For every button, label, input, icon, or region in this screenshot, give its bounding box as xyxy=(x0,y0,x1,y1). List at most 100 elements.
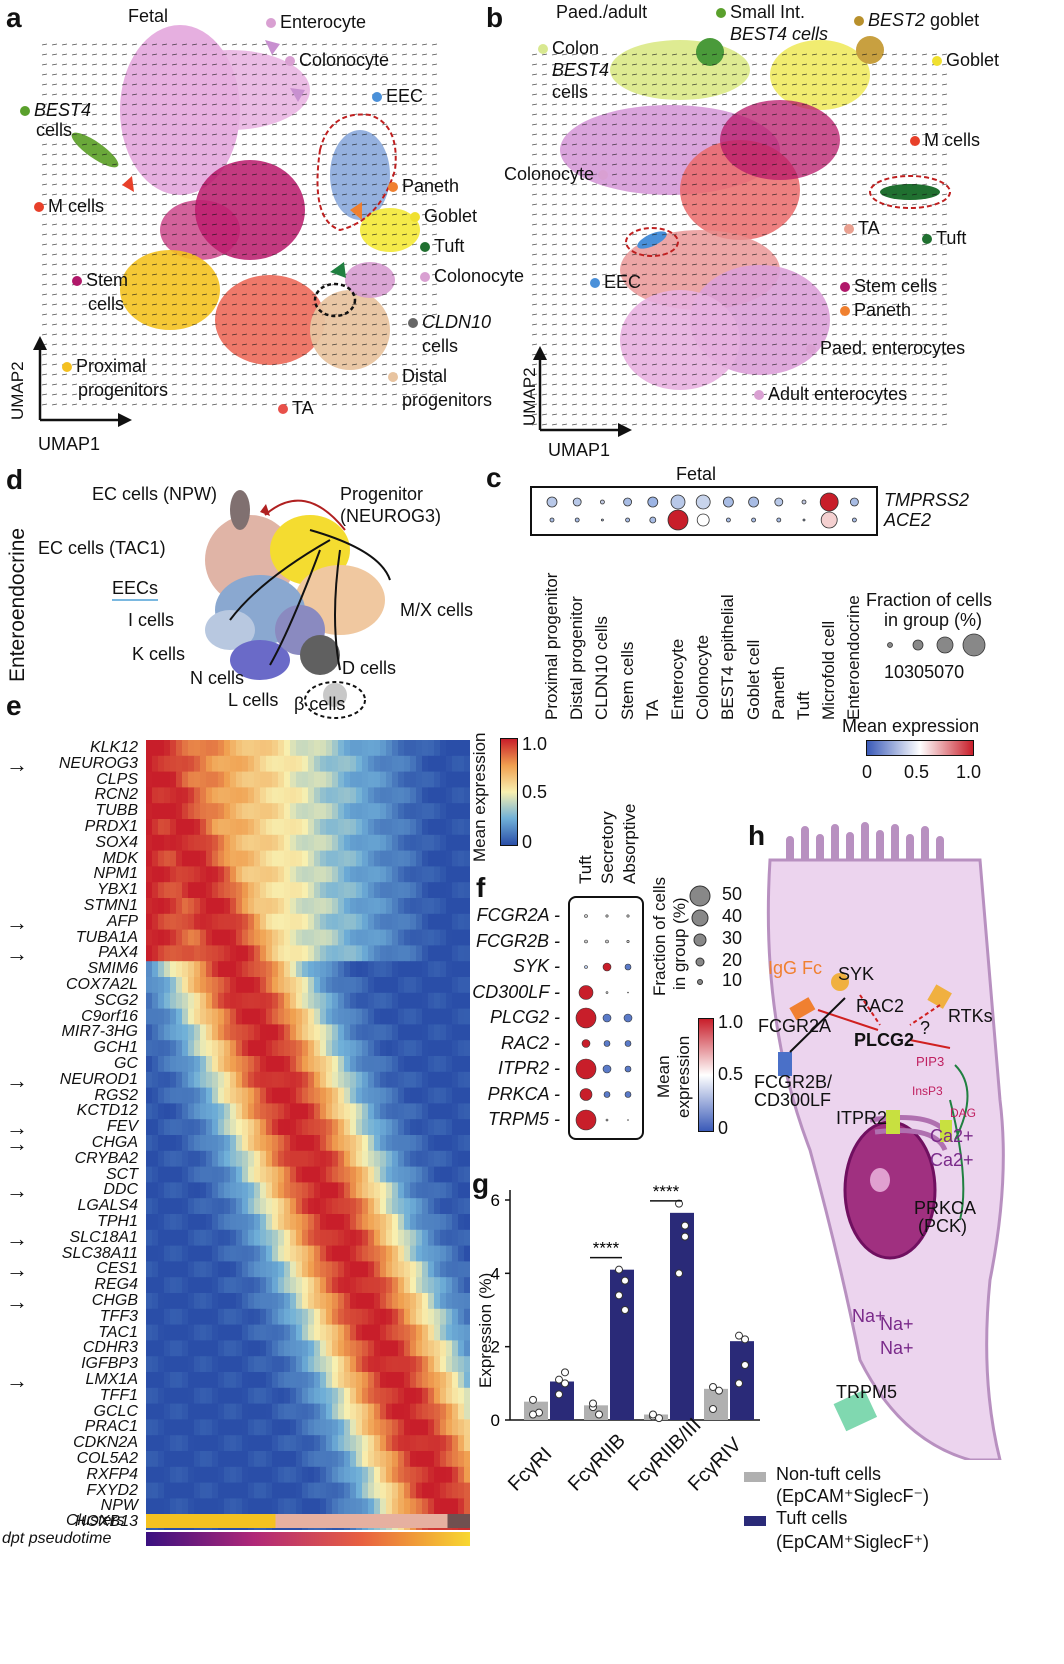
gene-ace2: ACE2 xyxy=(884,510,932,530)
heatmap-cell xyxy=(284,1214,291,1231)
heatmap-cell xyxy=(464,1040,470,1057)
heatmap-cell xyxy=(320,1056,327,1073)
heatmap-cell xyxy=(326,1245,333,1262)
heatmap-cell xyxy=(398,1214,405,1231)
heatmap-cell xyxy=(374,771,381,788)
heatmap-cell xyxy=(146,1008,153,1025)
heatmap-cell xyxy=(158,1466,165,1484)
heatmap-cell xyxy=(260,1103,267,1120)
heatmap-cell xyxy=(176,1372,183,1389)
heatmap-cell xyxy=(374,898,381,915)
heatmap-cell xyxy=(146,1056,153,1073)
heatmap-cell xyxy=(458,787,465,804)
heatmap-cell xyxy=(200,913,207,931)
umap-a-y-label: UMAP2 xyxy=(8,361,27,420)
heatmap-cell xyxy=(404,1498,411,1515)
heatmap-cell xyxy=(374,1229,381,1247)
heatmap-cell xyxy=(158,1103,165,1120)
heatmap-cell xyxy=(212,819,219,836)
heatmap-cell xyxy=(224,1356,231,1373)
heatmap-cell xyxy=(392,1466,399,1484)
heatmap-cell xyxy=(398,1403,405,1420)
heatmap-cell xyxy=(176,850,183,867)
umap-a-plot xyxy=(33,25,440,427)
heatmap-cell xyxy=(224,1293,231,1310)
heatmap-cell xyxy=(314,834,321,852)
heatmap-cell xyxy=(200,1435,207,1452)
heatmap-cell xyxy=(314,1482,321,1499)
heatmap-cell xyxy=(398,1198,405,1215)
heatmap-cell xyxy=(218,1403,225,1420)
heatmap-cell xyxy=(374,1040,381,1057)
heatmap-cell xyxy=(464,882,470,899)
heatmap-cell xyxy=(356,977,363,994)
heatmap-cell xyxy=(464,961,470,978)
heatmap-cell xyxy=(422,1372,429,1389)
heatmap-cell xyxy=(230,1340,237,1357)
heatmap-cell xyxy=(182,803,189,820)
heatmap-cell xyxy=(332,1372,339,1389)
heatmap-cell xyxy=(398,1245,405,1262)
heatmap-cell xyxy=(422,1340,429,1357)
heatmap-cell xyxy=(326,1372,333,1389)
heatmap-cell xyxy=(164,1103,171,1120)
heatmap-cbar-tick-05: 0.5 xyxy=(522,782,548,802)
heatmap-cell xyxy=(224,1261,231,1278)
heatmap-cell xyxy=(344,866,351,883)
heatmap-cell xyxy=(380,992,387,1010)
heatmap-cell xyxy=(188,1150,195,1168)
heatmap-cell xyxy=(194,1419,201,1436)
heatmap-cell xyxy=(344,850,351,867)
heatmap-cell xyxy=(338,1372,345,1389)
heatmap-cell xyxy=(446,898,453,915)
heatmap-cell xyxy=(410,945,417,962)
heatmap-cell xyxy=(188,977,195,994)
heatmap-cell xyxy=(200,1135,207,1152)
heatmap-gene-label: REG4 xyxy=(94,1276,138,1294)
heatmap-cell xyxy=(272,834,279,852)
heatmap-cell xyxy=(386,1356,393,1373)
f-fraction-tick-50: 50 xyxy=(722,884,743,904)
heatmap-cell xyxy=(338,1135,345,1152)
heatmap-cell xyxy=(350,1403,357,1420)
heatmap-cell xyxy=(200,755,207,773)
heatmap-cell xyxy=(350,1372,357,1389)
heatmap-cell xyxy=(356,787,363,804)
heatmap-cell xyxy=(452,882,459,899)
heatmap-cell xyxy=(164,1403,171,1420)
heatmap-cell xyxy=(338,1498,345,1515)
heatmap-cell xyxy=(206,819,213,836)
arrow-icon: → xyxy=(6,1115,28,1141)
heatmap-cell xyxy=(212,913,219,931)
heatmap-cell xyxy=(296,1387,303,1405)
heatmap-cell xyxy=(464,992,470,1010)
heatmap-cell xyxy=(146,961,153,978)
heatmap-cell xyxy=(332,819,339,836)
f-gene-label: CD300LF - xyxy=(472,981,560,1002)
heatmap-cell xyxy=(290,1087,297,1104)
heatmap-cell xyxy=(260,1071,267,1089)
heatmap-cell xyxy=(248,1308,255,1326)
heatmap-cell xyxy=(422,1135,429,1152)
heatmap-cell xyxy=(284,1040,291,1057)
heatmap-cell xyxy=(146,1198,153,1215)
heatmap-cell xyxy=(224,1340,231,1357)
h-label-cd300lf: CD300LF xyxy=(754,1090,832,1110)
heatmap-cell xyxy=(242,913,249,931)
heatmap-cell xyxy=(176,1182,183,1199)
heatmap-cell xyxy=(428,961,435,978)
heatmap-cell xyxy=(206,1435,213,1452)
heatmap-cell xyxy=(344,1308,351,1326)
heatmap-cell xyxy=(434,1293,441,1310)
heatmap-cell xyxy=(344,1198,351,1215)
heatmap-cell xyxy=(212,803,219,820)
heatmap-cell xyxy=(332,803,339,820)
heatmap-cell xyxy=(164,1056,171,1073)
heatmap-cell xyxy=(356,1277,363,1294)
heatmap-cell xyxy=(386,1308,393,1326)
heatmap-cell xyxy=(338,1103,345,1120)
heatmap-cell xyxy=(188,1182,195,1199)
heatmap-cell xyxy=(302,1087,309,1104)
heatmap-cell xyxy=(428,1340,435,1357)
heatmap-cell xyxy=(392,1356,399,1373)
